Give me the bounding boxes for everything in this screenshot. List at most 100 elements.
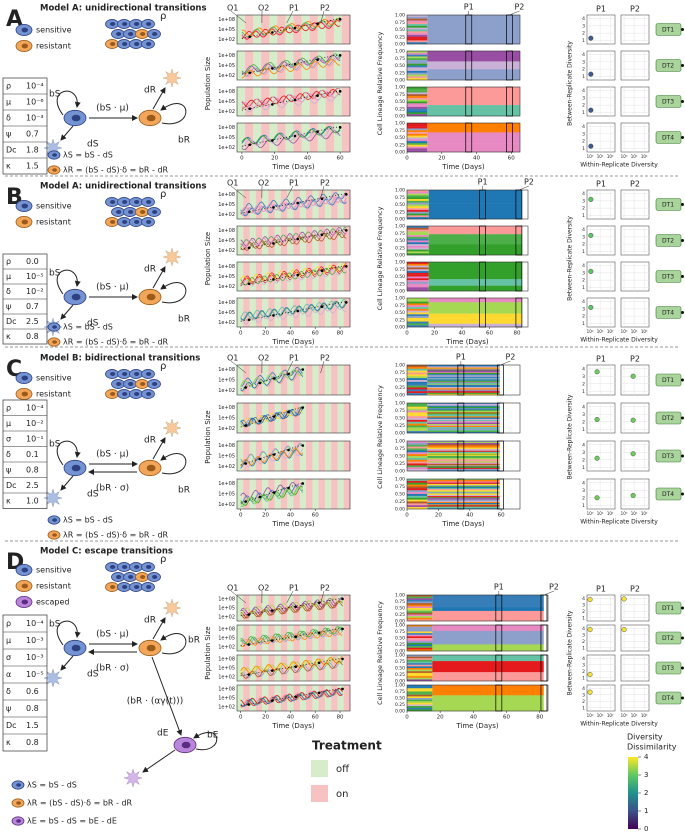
x-tick-label: 0 bbox=[405, 331, 409, 337]
lineage-band bbox=[407, 280, 429, 283]
arrow bbox=[142, 749, 176, 773]
param-value: 0.8 bbox=[26, 738, 39, 747]
cell-nucleus bbox=[116, 32, 122, 36]
x-tick-label: 10⁰ bbox=[587, 329, 594, 334]
trend-line bbox=[240, 657, 343, 677]
param-value: 2.5 bbox=[26, 481, 39, 490]
y-tick-label: 0.50 bbox=[395, 27, 405, 33]
checkpoint-dot bbox=[296, 309, 300, 313]
plot-frame bbox=[620, 402, 650, 434]
lineage-band bbox=[407, 141, 428, 144]
lineage-band bbox=[427, 450, 500, 453]
x-axis-label: Within-Replicate Diversity bbox=[580, 519, 658, 526]
tag-hole bbox=[681, 239, 684, 242]
checkpoint-dot bbox=[338, 18, 342, 21]
lineage-band bbox=[407, 503, 428, 506]
y-tick-label: 4 bbox=[582, 404, 585, 410]
plot-frame bbox=[620, 14, 650, 45]
y-tick-label: 3 bbox=[582, 450, 585, 456]
lineage-band bbox=[407, 274, 429, 277]
lineage-band bbox=[427, 497, 500, 499]
lineage-band bbox=[407, 272, 429, 275]
y-tick-label: 2 bbox=[582, 67, 585, 73]
treatment-stripe bbox=[237, 298, 244, 327]
lineage-band bbox=[427, 456, 500, 458]
y-tick-label: 4 bbox=[582, 442, 585, 448]
treatment-stripe bbox=[312, 625, 319, 651]
cell-nucleus bbox=[122, 22, 128, 26]
y-tick-label: 1e+08 bbox=[218, 367, 235, 373]
plot-frame bbox=[406, 50, 521, 81]
cell-legend: resistant bbox=[36, 42, 71, 51]
lineage-band bbox=[407, 444, 428, 447]
y-tick-label: 4 bbox=[582, 366, 585, 372]
x-tick-label: 60 bbox=[503, 715, 510, 721]
lineage-band bbox=[427, 374, 500, 376]
lineage-band bbox=[407, 305, 429, 308]
y-tick-label: 1e+08 bbox=[218, 192, 235, 198]
lineage-band bbox=[407, 249, 429, 252]
x-axis-label: Time (Days) bbox=[271, 722, 315, 730]
cell-nucleus bbox=[122, 565, 128, 569]
annotation: O1 bbox=[227, 179, 238, 188]
lineage-band bbox=[427, 468, 500, 471]
y-tick-label: 1e+08 bbox=[218, 125, 235, 131]
x-tick-label: 10⁰ bbox=[587, 154, 594, 159]
y-tick-label: 0.25 bbox=[395, 245, 405, 251]
lineage-band bbox=[407, 209, 429, 212]
cell-legend: sensitive bbox=[36, 202, 72, 211]
cell-nucleus bbox=[71, 464, 81, 472]
cell-nucleus bbox=[152, 32, 158, 36]
lineage-band bbox=[407, 606, 433, 609]
diversity-point bbox=[621, 596, 627, 602]
lineage-band bbox=[407, 15, 428, 18]
diversity-point bbox=[588, 268, 594, 274]
diversity-point bbox=[587, 597, 593, 603]
lineage-band bbox=[427, 403, 500, 406]
lineage-band bbox=[407, 321, 429, 324]
cell-nucleus bbox=[52, 518, 57, 522]
dead-cell-icon bbox=[162, 598, 182, 618]
lineage-band bbox=[427, 465, 500, 466]
lineage-band bbox=[407, 634, 433, 637]
y-tick-label: 2 bbox=[582, 699, 585, 705]
x-axis-label: Within-Replicate Diversity bbox=[580, 337, 658, 344]
checkpoint-dot bbox=[338, 54, 342, 57]
checkpoint-dot bbox=[317, 691, 321, 695]
x-tick-label: 40 bbox=[466, 513, 473, 519]
lineage-band bbox=[427, 61, 520, 70]
lineage-band bbox=[407, 24, 428, 27]
treatment-stripe bbox=[318, 403, 326, 433]
cell-nucleus bbox=[146, 42, 152, 46]
param-value: 10⁻⁴ bbox=[26, 619, 44, 628]
lineage-band bbox=[432, 644, 544, 652]
rate-label: bS bbox=[49, 90, 61, 100]
y-tick-label: 1e+05 bbox=[218, 135, 235, 141]
y-tick-label: 0.25 bbox=[395, 106, 405, 112]
lineage-band bbox=[427, 491, 500, 493]
treatment-stripe bbox=[331, 625, 338, 651]
treatment-stripe bbox=[312, 479, 319, 509]
lineage-band bbox=[407, 310, 429, 313]
treatment-stripe bbox=[324, 262, 332, 291]
legend-swatch bbox=[311, 785, 328, 802]
checkpoint-dot bbox=[320, 233, 324, 236]
lineage-band bbox=[407, 319, 429, 322]
param-symbol: ρ bbox=[6, 403, 11, 412]
annotation: P1 bbox=[456, 353, 466, 362]
lineage-band bbox=[427, 490, 500, 492]
lineage-band bbox=[407, 61, 428, 64]
plot-frame bbox=[620, 50, 650, 81]
y-tick-label: 1e+05 bbox=[218, 310, 235, 316]
y-tick-label: 0.75 bbox=[395, 446, 405, 452]
lineage-band bbox=[407, 644, 433, 647]
lineage-band bbox=[432, 672, 544, 682]
lineage-band bbox=[427, 51, 520, 62]
lineage-band bbox=[407, 253, 429, 256]
y-tick-label: 1.00 bbox=[395, 593, 405, 599]
arrow bbox=[56, 620, 81, 646]
rate-label: bR bbox=[178, 136, 190, 146]
sample-box bbox=[457, 440, 465, 472]
lineage-band bbox=[407, 672, 433, 675]
y-tick-label: 0.00 bbox=[395, 649, 405, 655]
